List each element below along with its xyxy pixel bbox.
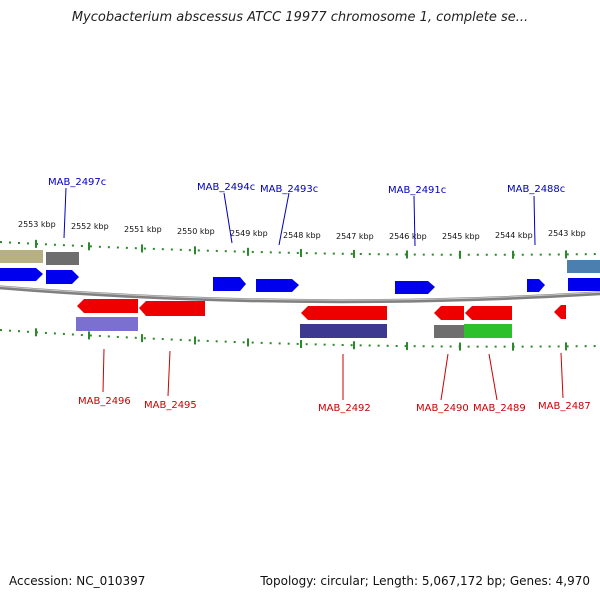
label-mab-2493c[interactable]: MAB_2493c xyxy=(260,184,318,195)
cds-mab-2495[interactable] xyxy=(139,301,205,316)
label-mab-2495[interactable]: MAB_2495 xyxy=(144,400,197,411)
kbp-tick-label: 2549 kbp xyxy=(230,229,268,238)
cds-mab-2490[interactable] xyxy=(434,306,464,320)
label-mab-2490[interactable]: MAB_2490 xyxy=(416,403,469,414)
label-mab-2489[interactable]: MAB_2489 xyxy=(473,403,526,414)
cds-mab-2492[interactable] xyxy=(301,306,387,320)
cds-mab-2496[interactable] xyxy=(77,299,138,313)
navy-feature-2492[interactable] xyxy=(300,324,387,338)
kbp-tick-label: 2550 kbp xyxy=(177,227,215,236)
kbp-tick-label: 2543 kbp xyxy=(548,229,586,238)
kbp-tick-label: 2548 kbp xyxy=(283,231,321,240)
grey-feature-2490[interactable] xyxy=(434,325,464,338)
kbp-tick-label: 2546 kbp xyxy=(389,232,427,241)
forward-gene-labels: MAB_2497c MAB_2494c MAB_2493c MAB_2491c … xyxy=(48,177,565,247)
genome-summary-text: Topology: circular; Length: 5,067,172 bp… xyxy=(260,574,590,588)
kbp-tick-label: 2553 kbp xyxy=(18,220,56,229)
label-mab-2487[interactable]: MAB_2487 xyxy=(538,401,591,412)
cds-forward-right[interactable] xyxy=(568,278,600,291)
cds-mab-2489[interactable] xyxy=(465,306,512,320)
grey-feature-2497c[interactable] xyxy=(46,252,79,265)
kbp-tick-label: 2551 kbp xyxy=(124,225,162,234)
kbp-tick-label: 2552 kbp xyxy=(71,222,109,231)
label-mab-2497c[interactable]: MAB_2497c xyxy=(48,177,106,188)
cds-mab-2488c[interactable] xyxy=(527,279,545,292)
cds-mab-2494c[interactable] xyxy=(213,277,246,291)
cds-forward-1[interactable] xyxy=(0,268,43,281)
kbp-tick-label: 2547 kbp xyxy=(336,232,374,241)
label-mab-2488c[interactable]: MAB_2488c xyxy=(507,184,565,195)
cds-mab-2493c[interactable] xyxy=(256,279,299,292)
label-mab-2496[interactable]: MAB_2496 xyxy=(78,396,131,407)
cds-mab-2497c[interactable] xyxy=(46,270,79,284)
reverse-gene-labels: MAB_2496 MAB_2495 MAB_2492 MAB_2490 MAB_… xyxy=(78,348,591,414)
map-title: Mycobacterium abscessus ATCC 19977 chrom… xyxy=(71,10,529,25)
kbp-tick-label: 2545 kbp xyxy=(442,232,480,241)
accession-text: Accession: NC_010397 xyxy=(9,574,146,588)
chromosome-backbone xyxy=(0,285,600,304)
kbp-tick-labels: 2553 kbp 2552 kbp 2551 kbp 2550 kbp 2549 kbp… xyxy=(18,220,586,241)
upper-major-ticks xyxy=(35,239,567,259)
steelblue-feature-right[interactable] xyxy=(567,260,600,273)
green-feature-2489[interactable] xyxy=(464,324,512,338)
kbp-tick-label: 2544 kbp xyxy=(495,231,533,240)
lower-major-ticks xyxy=(35,328,567,351)
cds-mab-2487[interactable] xyxy=(554,305,566,319)
purple-feature-2496[interactable] xyxy=(76,317,138,331)
label-mab-2494c[interactable]: MAB_2494c xyxy=(197,182,255,193)
cds-mab-2491c[interactable] xyxy=(395,281,435,294)
label-mab-2491c[interactable]: MAB_2491c xyxy=(388,185,446,196)
rna-feature-olive[interactable] xyxy=(0,250,43,263)
label-mab-2492[interactable]: MAB_2492 xyxy=(318,403,371,414)
